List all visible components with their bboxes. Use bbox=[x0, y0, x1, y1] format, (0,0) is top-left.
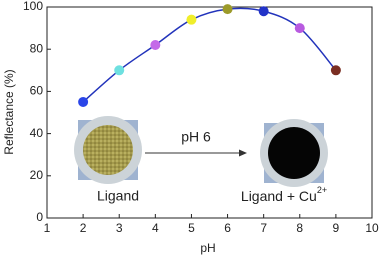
x-tick-label: 9 bbox=[333, 221, 340, 235]
point bbox=[258, 6, 269, 17]
x-tick-label: 6 bbox=[224, 221, 231, 235]
point bbox=[294, 23, 305, 34]
y-tick-label: 80 bbox=[30, 41, 44, 55]
point bbox=[186, 14, 197, 25]
x-tick-label: 5 bbox=[188, 221, 195, 235]
complex-image bbox=[260, 119, 328, 187]
y-tick-label: 20 bbox=[30, 168, 44, 182]
point bbox=[330, 65, 341, 76]
arrow-head bbox=[239, 149, 247, 157]
arrow-label: pH 6 bbox=[181, 129, 211, 145]
ligand-image bbox=[74, 116, 142, 184]
point bbox=[78, 96, 89, 107]
x-axis-label: pH bbox=[200, 241, 215, 255]
x-tick-label: 4 bbox=[152, 221, 159, 235]
y-tick-label: 100 bbox=[23, 0, 43, 13]
y-tick-label: 0 bbox=[36, 210, 43, 224]
complex-label: Ligand + Cu2+ bbox=[241, 185, 327, 203]
x-tick-label: 2 bbox=[80, 221, 87, 235]
y-axis-label: Reflectance (%) bbox=[2, 69, 16, 154]
x-tick-label: 1 bbox=[44, 221, 51, 235]
ligand-label: Ligand bbox=[97, 188, 139, 204]
x-tick-label: 3 bbox=[116, 221, 123, 235]
y-tick-label: 40 bbox=[30, 126, 44, 140]
x-tick-label: 10 bbox=[365, 221, 379, 235]
point bbox=[114, 65, 125, 76]
complex-label-sup: 2+ bbox=[317, 185, 327, 195]
complex-label-main: Ligand + Cu bbox=[241, 188, 317, 204]
x-tick-label: 7 bbox=[260, 221, 267, 235]
y-tick-label: 60 bbox=[30, 84, 44, 98]
point bbox=[222, 4, 233, 15]
x-tick-label: 8 bbox=[296, 221, 303, 235]
plot-frame bbox=[46, 6, 373, 219]
point bbox=[150, 39, 161, 50]
fit-curve bbox=[82, 7, 337, 103]
